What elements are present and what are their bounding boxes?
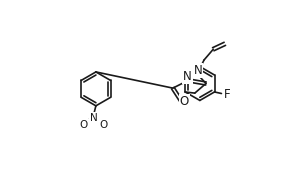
Text: F: F bbox=[224, 88, 231, 101]
Text: O: O bbox=[99, 120, 108, 130]
Text: N: N bbox=[90, 113, 98, 123]
Text: N: N bbox=[183, 70, 192, 83]
Text: N: N bbox=[194, 64, 202, 77]
Text: O: O bbox=[80, 120, 88, 130]
Text: O: O bbox=[180, 95, 189, 108]
